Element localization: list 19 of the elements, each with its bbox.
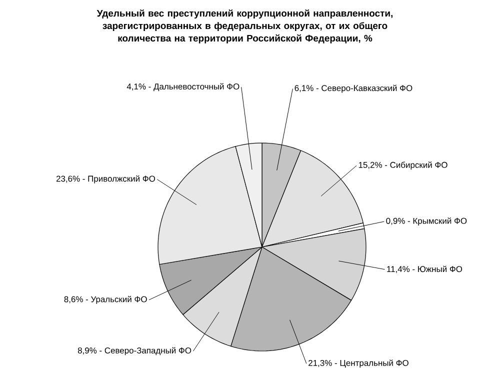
data-label: 15,2% -: [358, 162, 388, 169]
slice-label: Центральный ФО: [340, 360, 408, 368]
data-label: 6,1% -: [294, 85, 318, 92]
slice-label: Северо-Западный ФО: [104, 347, 192, 356]
slice-label: Крымский ФО: [413, 218, 467, 226]
data-label: 0,9% -: [386, 218, 410, 225]
slice-label: Сибирский ФО: [390, 162, 448, 170]
data-label: 4,1% -: [126, 84, 151, 91]
slice-label: Северо-Кавказский ФО: [322, 84, 412, 93]
data-label: 21,3% -: [308, 360, 337, 367]
slice-label: Приволжский ФО: [88, 175, 156, 184]
slice-label: Уральский ФО: [90, 296, 147, 304]
data-label: 8,9% -: [78, 347, 102, 354]
data-label: 23,6% -: [56, 176, 85, 183]
data-label: 8,6% -: [64, 296, 88, 304]
chart-title: Удельный вес преступлений коррупционной направленности, зарегистрированных в федеральных округах, от их общего количества на территории Российской Федерации, %: [96, 10, 393, 44]
slice-label: Южный ФО: [418, 266, 462, 272]
slice-label: Дальневосточный ФО: [154, 83, 240, 92]
data-label: 11,4% -: [387, 266, 415, 274]
